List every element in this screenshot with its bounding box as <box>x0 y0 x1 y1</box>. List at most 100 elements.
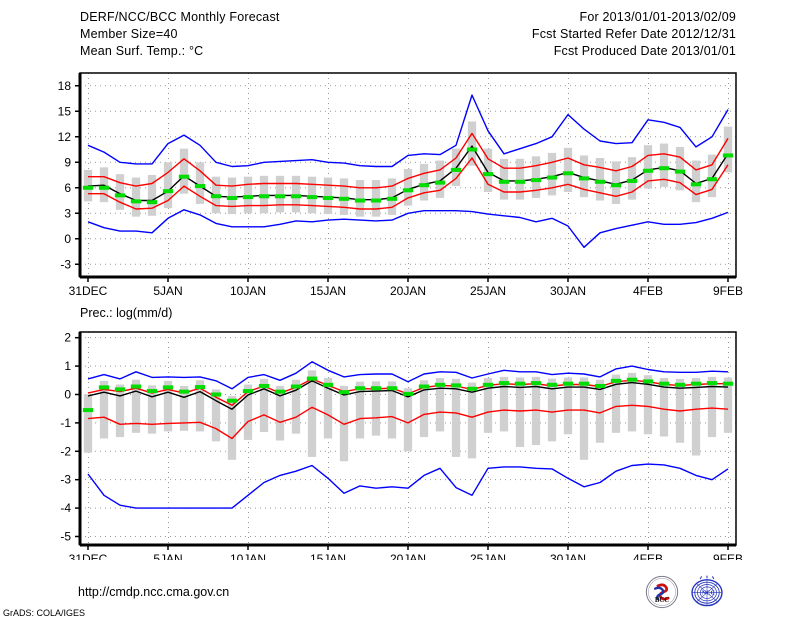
x-axis-label: 25JAN <box>470 552 506 560</box>
x-axis-label: 31DEC <box>69 552 108 560</box>
x-axis-label: 30JAN <box>550 284 586 298</box>
ensemble-spread-bar <box>115 174 125 210</box>
ensemble-spread-bar <box>163 162 173 209</box>
ensemble-spread-bar <box>435 378 445 432</box>
ensemble-spread-bar <box>643 375 653 435</box>
y-axis-label: -5 <box>60 529 71 543</box>
y-axis-label: -3 <box>60 473 71 487</box>
ncc-logo-icon: NCC <box>691 575 723 607</box>
ensemble-spread-bar <box>387 178 397 215</box>
precipitation-plot-svg: 210-1-2-3-4-531DEC20125JAN201310JAN15JAN… <box>60 331 743 560</box>
series-line <box>87 380 729 410</box>
ensemble-spread-bars <box>83 370 733 462</box>
ensemble-spread-bar <box>499 376 509 432</box>
y-axis-label: 6 <box>64 181 71 195</box>
ensemble-spread-bar <box>579 377 589 460</box>
x-axis-label: 10JAN <box>230 284 266 298</box>
ensemble-spread-bar <box>611 161 621 204</box>
ensemble-spread-bar <box>563 377 573 435</box>
precipitation-axis-title: Prec.: log(mm/d) <box>80 306 173 320</box>
series-line <box>87 209 729 249</box>
ensemble-spread-bar <box>611 374 621 433</box>
forecast-produced-date-label: Fcst Produced Date 2013/01/01 <box>553 44 736 58</box>
y-axis-label: 1 <box>64 359 71 373</box>
ensemble-spread-bar <box>467 382 477 459</box>
axis-labels: 210-1-2-3-4-531DEC20125JAN201310JAN15JAN… <box>60 331 743 560</box>
ensemble-spread-bar <box>403 388 413 452</box>
ensemble-spread-bar <box>131 379 141 433</box>
ensemble-spread-bar <box>691 160 701 203</box>
ncc-logo-text: NCC <box>702 591 715 597</box>
series-line <box>88 157 729 210</box>
ensemble-spread-bars <box>83 121 733 217</box>
ensemble-spread-bar <box>723 126 733 173</box>
ensemble-spread-bar <box>499 158 509 200</box>
precipitation-chart: 210-1-2-3-4-531DEC20125JAN201310JAN15JAN… <box>0 320 800 560</box>
ensemble-spread-bar <box>243 384 253 440</box>
x-axis-label: 5JAN <box>153 284 182 298</box>
ensemble-spread-bar <box>387 381 397 439</box>
ensemble-spread-bar <box>483 378 493 433</box>
ensemble-spread-bar <box>483 148 493 192</box>
series-line <box>87 361 729 390</box>
ensemble-spread-bar <box>531 156 541 198</box>
member-size-label: Member Size=40 <box>80 27 178 41</box>
x-axis-label: 4FEB <box>633 284 663 298</box>
forecast-start-date-label: Fcst Started Refer Date 2012/12/31 <box>531 27 736 41</box>
ensemble-spread-bar <box>691 378 701 456</box>
median-marker-group <box>82 376 734 413</box>
ensemble-spread-bar <box>275 175 285 213</box>
x-axis-label: 5JAN <box>153 552 182 560</box>
ensemble-spread-bar <box>259 378 269 432</box>
ensemble-spread-bar <box>355 381 365 439</box>
x-axis-year-label: 2012 <box>75 298 102 300</box>
bcc-logo-icon: BCC <box>645 575 679 609</box>
grads-credit: GrADS: COLA/IGES <box>3 608 86 618</box>
y-axis-label: -4 <box>60 501 71 515</box>
ensemble-spread-bar <box>275 385 285 441</box>
ensemble-spread-bar <box>339 178 349 215</box>
y-axis-label: 0 <box>64 387 71 401</box>
variable-label: Mean Surf. Temp.: °C <box>80 44 204 58</box>
series-lines <box>82 361 734 509</box>
ensemble-spread-bar <box>307 370 317 457</box>
y-axis-label: 18 <box>58 79 72 93</box>
x-axis-label: 15JAN <box>310 552 346 560</box>
ensemble-spread-bar <box>291 175 301 213</box>
y-axis-label: 0 <box>64 232 71 246</box>
ensemble-spread-bar <box>227 177 237 215</box>
ensemble-spread-bar <box>419 380 429 438</box>
ensemble-spread-bar <box>227 395 237 460</box>
ensemble-spread-bar <box>723 377 733 433</box>
ensemble-spread-bar <box>563 147 573 192</box>
ensemble-spread-bar <box>467 121 477 166</box>
ensemble-spread-bar <box>371 381 381 436</box>
ensemble-spread-bar <box>547 378 557 442</box>
ensemble-spread-bar <box>515 377 525 448</box>
ensemble-spread-bar <box>627 157 637 200</box>
temperature-plot-svg: 18 15 12 9 6 3 0 -3 31DEC2012 5JAN2013 10JAN 15JAN 2… <box>58 72 743 300</box>
grid-lines <box>80 332 736 545</box>
x-axis-label: 4FEB <box>633 552 663 560</box>
median-marker-group <box>82 147 734 205</box>
x-axis-label: 9FEB <box>713 284 743 298</box>
ensemble-spread-bar <box>595 379 605 443</box>
ensemble-spread-bar <box>211 389 221 442</box>
ensemble-spread-bar <box>147 385 157 434</box>
ensemble-spread-bar <box>643 145 653 189</box>
ensemble-spread-bar <box>179 385 189 431</box>
x-axis-label: 31DEC <box>69 284 108 298</box>
x-axis-label: 20JAN <box>390 284 426 298</box>
y-axis-label: 15 <box>58 104 72 118</box>
y-axis-label: 9 <box>64 155 71 169</box>
ensemble-spread-bar <box>707 376 717 438</box>
axis-labels: 18 15 12 9 6 3 0 -3 31DEC2012 5JAN2013 10JAN 15JAN 2… <box>58 79 743 300</box>
ensemble-spread-bar <box>419 163 429 201</box>
series-line <box>87 94 729 168</box>
ensemble-spread-bar <box>659 143 669 187</box>
ensemble-spread-bar <box>579 155 589 198</box>
y-axis-label: 2 <box>64 331 71 345</box>
ensemble-spread-bar <box>179 148 189 194</box>
website-url[interactable]: http://cmdp.ncc.cma.gov.cn <box>78 585 230 599</box>
